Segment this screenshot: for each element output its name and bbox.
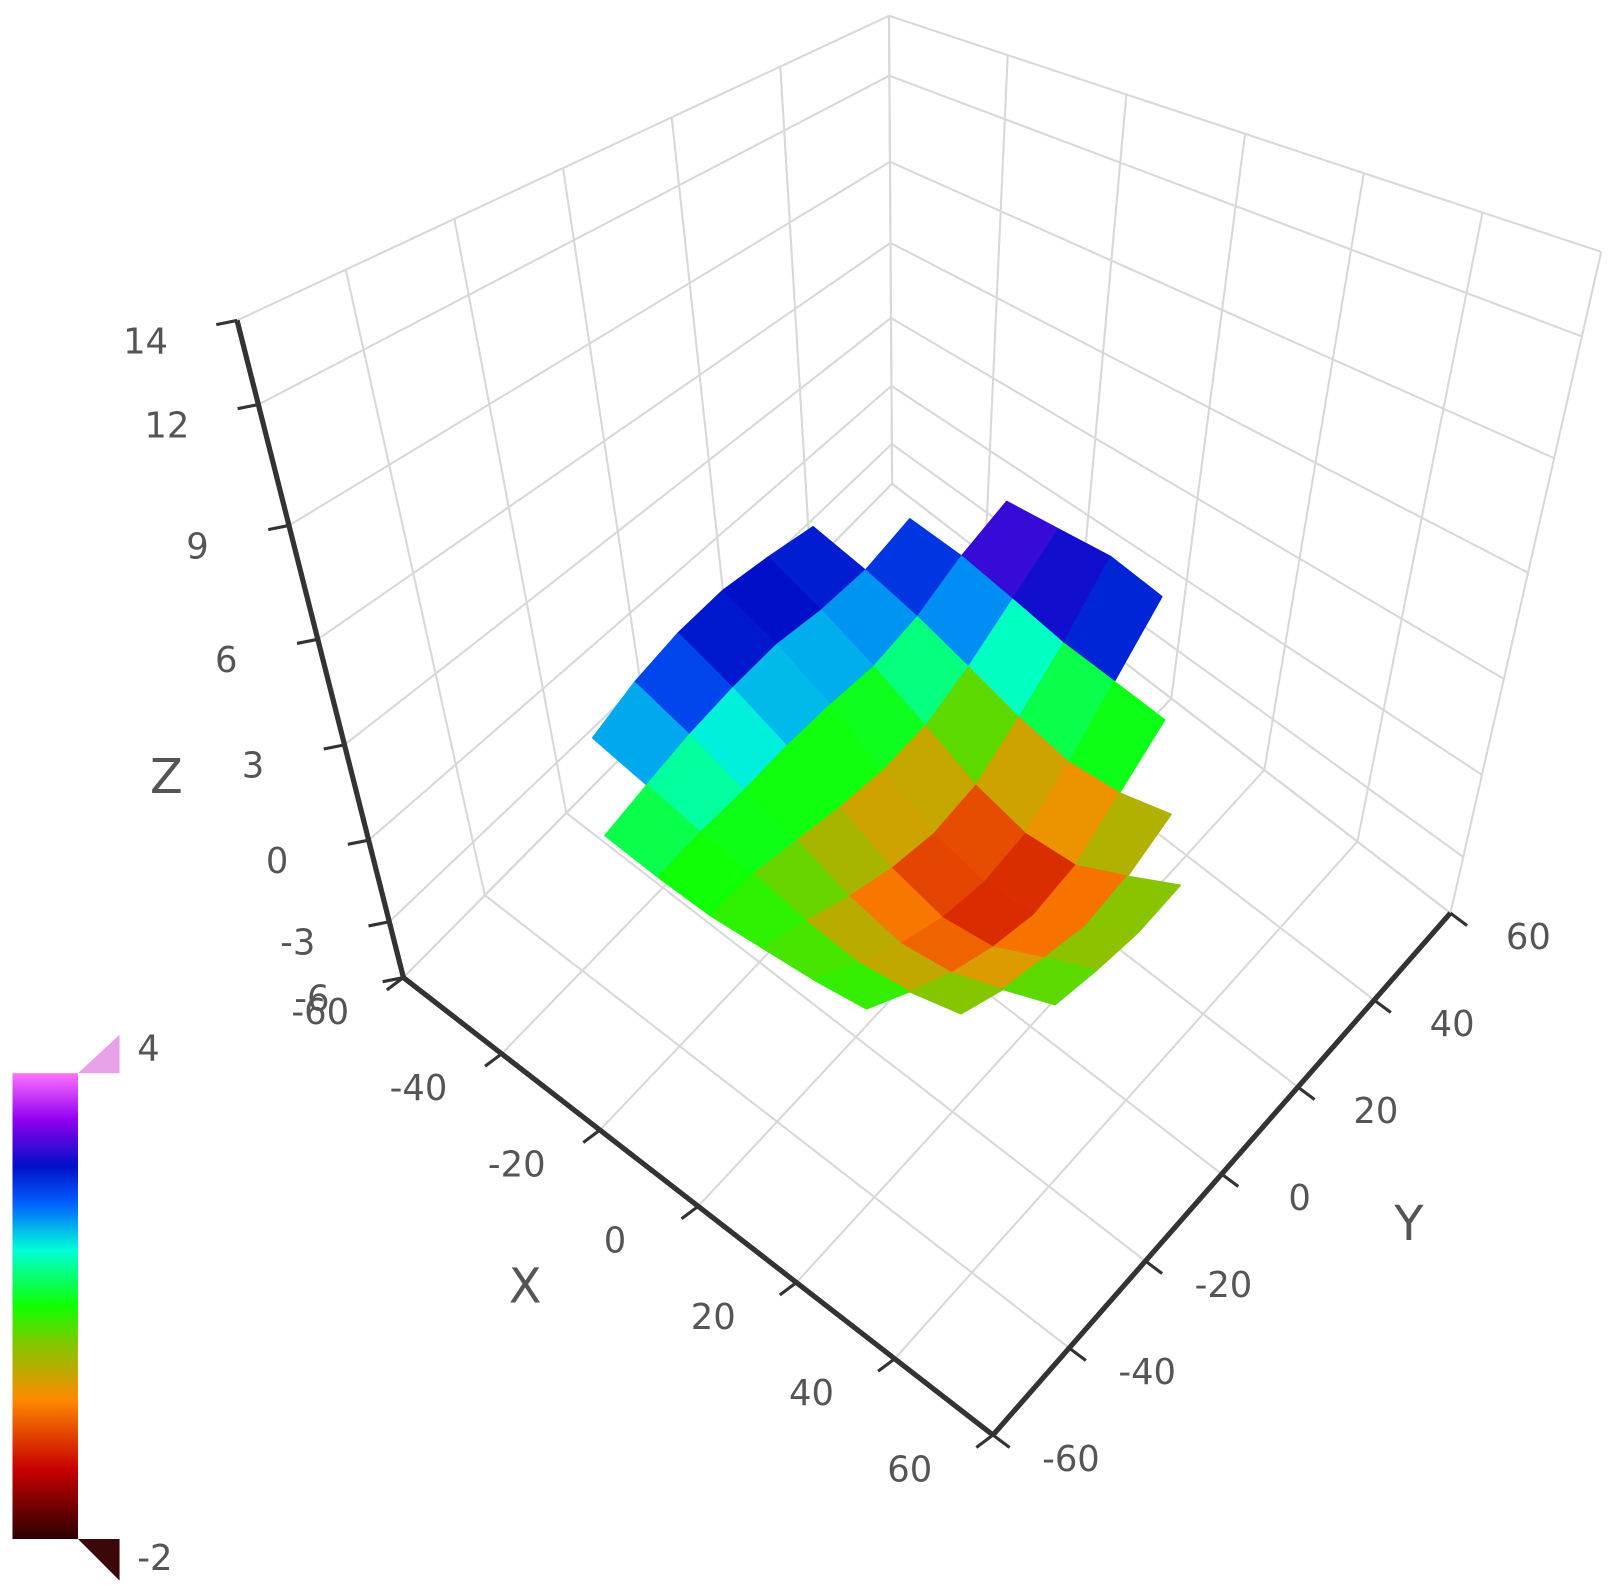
tick-label: 3 xyxy=(242,746,265,787)
tick-mark xyxy=(680,1205,700,1221)
surface xyxy=(591,500,1182,1015)
grid-line xyxy=(890,241,1529,574)
axis-line xyxy=(234,319,406,979)
grid-line xyxy=(343,317,892,746)
colorbar-label: -2 xyxy=(137,1538,172,1579)
tick-mark xyxy=(1297,1085,1316,1101)
colorbar-over xyxy=(77,1034,120,1074)
tick-label: -20 xyxy=(1195,1265,1253,1306)
colorbar-under xyxy=(77,1539,120,1581)
tick-mark xyxy=(582,1128,601,1144)
tick-mark xyxy=(1373,998,1392,1014)
tick-mark xyxy=(484,1052,503,1068)
tick-label: 40 xyxy=(789,1373,834,1414)
tick-mark xyxy=(975,1433,994,1449)
grid-line xyxy=(565,812,1147,1262)
grid-line xyxy=(891,443,1464,858)
grid-line xyxy=(889,160,1555,460)
grid-line xyxy=(1449,251,1603,914)
tick-label: 60 xyxy=(887,1449,932,1490)
axes: -60 -40 -20 0 20 40 60 -60 -40 -20 0 20 40 60 -6 -3 0 3 6 9… xyxy=(123,318,1551,1490)
tick-mark xyxy=(382,976,404,984)
y-axis-title: Y xyxy=(1393,1197,1424,1252)
tick-mark xyxy=(368,920,390,928)
z-axis-title: Z xyxy=(150,750,183,805)
grid-line xyxy=(344,269,486,896)
tick-label: 20 xyxy=(691,1297,736,1338)
tick-label: 0 xyxy=(266,841,289,882)
tick-mark xyxy=(296,637,319,645)
grid-line xyxy=(561,167,649,731)
grid-line xyxy=(887,15,894,484)
tick-mark xyxy=(237,403,259,411)
tick-label: -40 xyxy=(390,1068,448,1109)
tick-label: -3 xyxy=(280,923,315,964)
tick-mark xyxy=(1220,1172,1240,1188)
grid-line xyxy=(890,384,1483,776)
tick-mark xyxy=(992,1433,1011,1449)
axis-line xyxy=(401,975,995,1438)
grid-line xyxy=(779,66,812,567)
tick-mark xyxy=(778,1281,798,1297)
grid-line xyxy=(1263,172,1365,771)
grid-line xyxy=(670,117,731,649)
x-axis-title: X xyxy=(509,1259,542,1314)
grid-line xyxy=(1356,212,1484,842)
grid-line xyxy=(257,74,890,406)
tick-label: 0 xyxy=(1288,1178,1310,1219)
tick-mark xyxy=(1449,911,1469,927)
tick-label: -60 xyxy=(291,992,349,1033)
tick-label: -20 xyxy=(488,1144,546,1185)
grid-line xyxy=(1077,94,1128,627)
grid-line xyxy=(984,55,1009,556)
colorbar-label: 4 xyxy=(137,1028,160,1069)
grid-line xyxy=(888,14,1602,253)
tick-label: 0 xyxy=(604,1221,627,1262)
tick-label: 9 xyxy=(186,526,209,567)
colorbar: 4 -2 xyxy=(12,1028,172,1581)
tick-mark xyxy=(1144,1259,1164,1275)
grid-line xyxy=(236,14,890,322)
tick-label: 12 xyxy=(144,405,189,446)
tick-label: -40 xyxy=(1118,1352,1176,1393)
tick-label: -6 xyxy=(294,978,329,1019)
tick-mark xyxy=(267,523,290,532)
tick-mark xyxy=(877,1357,896,1373)
grid-line xyxy=(1170,133,1247,699)
tick-label: 60 xyxy=(1506,917,1551,958)
grid-line xyxy=(453,218,568,814)
grid-line xyxy=(484,894,1070,1349)
tick-mark xyxy=(1068,1346,1087,1362)
grid-line xyxy=(288,160,891,527)
tick-label: -60 xyxy=(1042,1439,1100,1480)
tick-mark xyxy=(323,743,345,751)
tick-label: 40 xyxy=(1430,1004,1475,1045)
tick-mark xyxy=(347,838,369,846)
tick-mark xyxy=(215,318,238,327)
grid-line xyxy=(317,241,892,641)
grid-line xyxy=(367,385,893,841)
tick-label: 14 xyxy=(123,321,168,362)
grid-line xyxy=(890,317,1505,680)
grid-line xyxy=(889,74,1583,338)
tick-label: 20 xyxy=(1353,1091,1398,1132)
colorbar-scale xyxy=(12,1073,78,1540)
tick-label: 6 xyxy=(215,640,238,681)
surface-patch xyxy=(1002,957,1098,1006)
